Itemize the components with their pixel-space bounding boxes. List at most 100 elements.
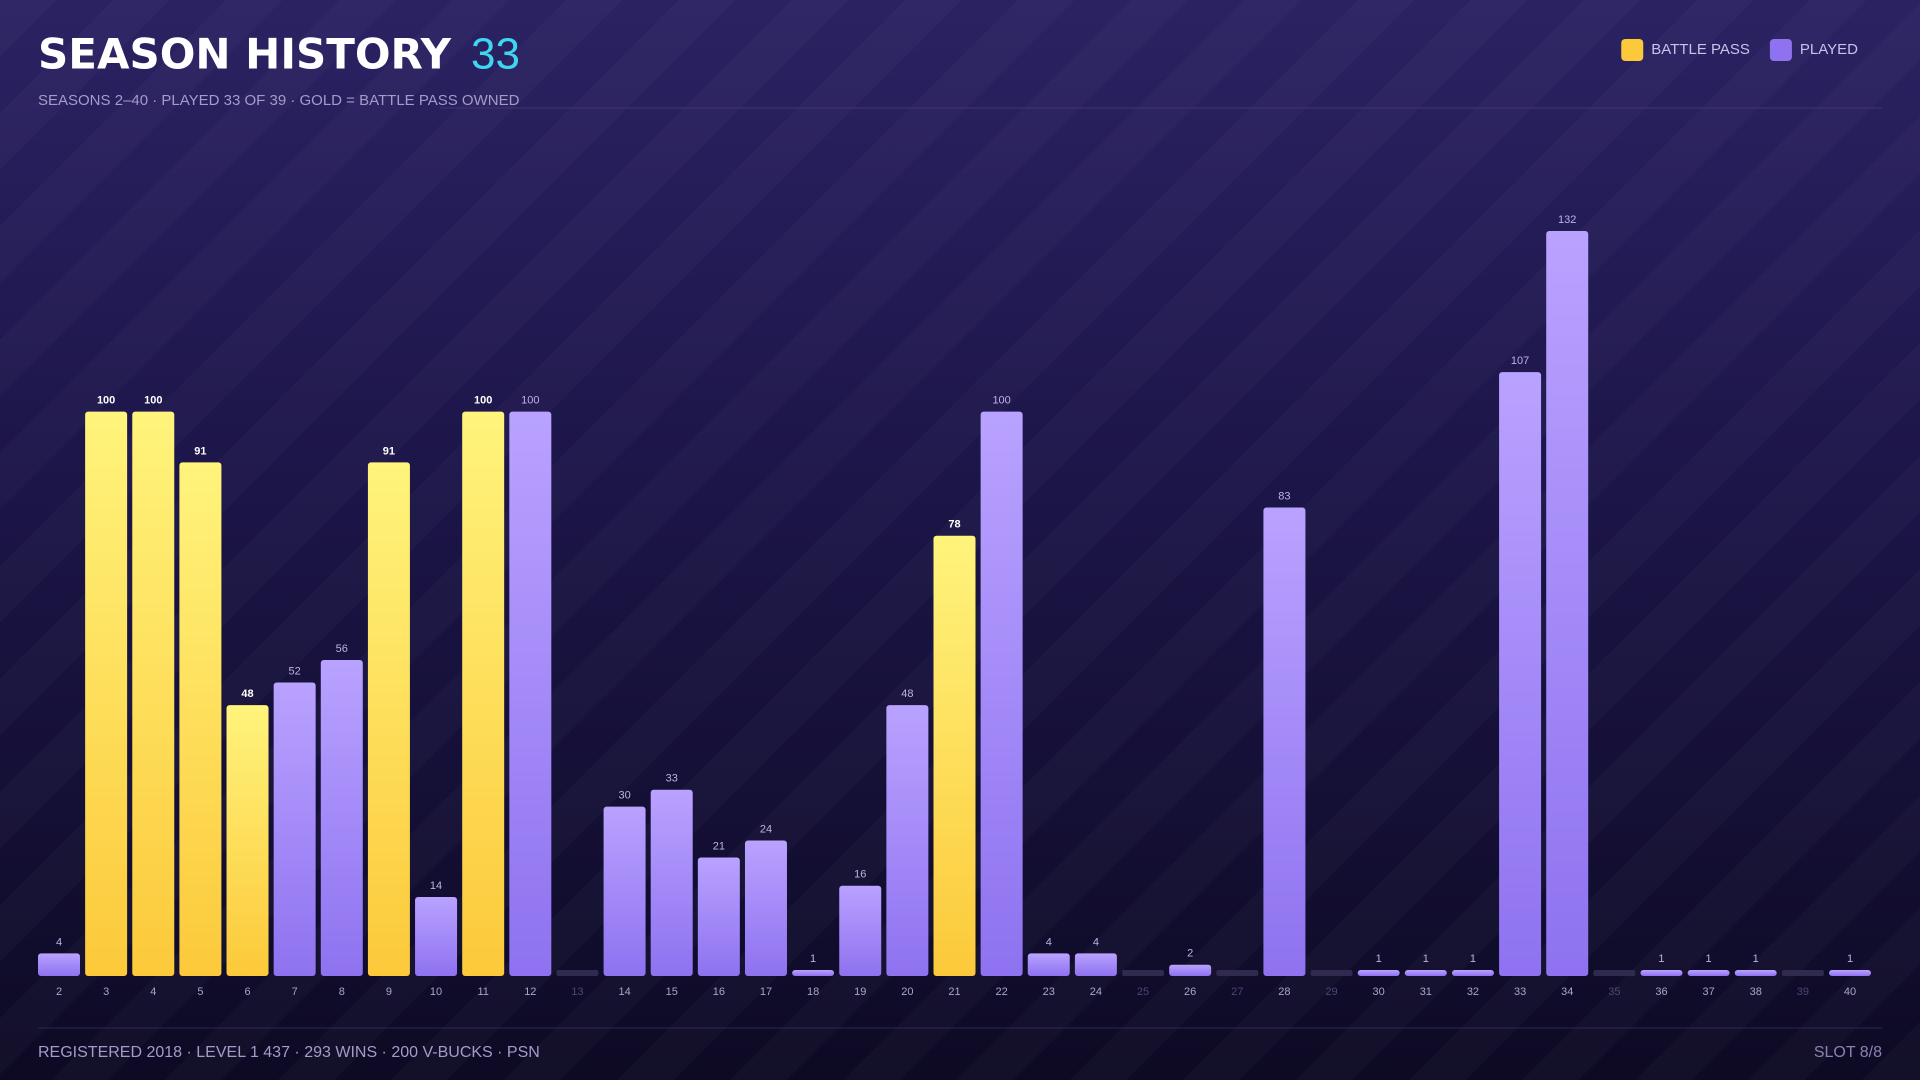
x-tick-label: 30 bbox=[1373, 986, 1385, 998]
legend-label: BATTLE PASS bbox=[1651, 41, 1750, 58]
bar bbox=[1027, 953, 1070, 976]
empty-slot bbox=[1593, 970, 1636, 976]
empty-slot bbox=[1216, 970, 1259, 976]
x-tick-label: 23 bbox=[1043, 986, 1055, 998]
bar bbox=[179, 462, 222, 977]
value-label: 100 bbox=[474, 395, 492, 407]
value-label: 1 bbox=[1470, 953, 1476, 965]
bar bbox=[132, 411, 175, 976]
bar bbox=[85, 411, 128, 976]
bar bbox=[1451, 970, 1494, 976]
value-label: 1 bbox=[1706, 953, 1712, 965]
bar bbox=[509, 411, 552, 976]
value-label: 56 bbox=[336, 643, 348, 655]
empty-slot bbox=[1310, 970, 1353, 976]
value-label: 91 bbox=[194, 445, 206, 457]
x-tick-label: 36 bbox=[1655, 986, 1667, 998]
bar bbox=[1074, 953, 1117, 976]
x-tick-label: 26 bbox=[1184, 986, 1196, 998]
footer-slot: SLOT 8/8 bbox=[1814, 1044, 1882, 1061]
bar bbox=[650, 789, 693, 976]
value-label: 52 bbox=[289, 665, 301, 677]
x-tick-label: 15 bbox=[666, 986, 678, 998]
bar bbox=[38, 953, 80, 976]
bar bbox=[839, 885, 882, 976]
empty-slot bbox=[556, 970, 599, 976]
value-label: 100 bbox=[97, 395, 115, 407]
value-label: 91 bbox=[383, 445, 395, 457]
title-count: 33 bbox=[471, 30, 520, 79]
x-tick-label: 8 bbox=[339, 986, 345, 998]
bar bbox=[1546, 231, 1589, 976]
value-label: 100 bbox=[144, 395, 162, 407]
x-tick-label: 40 bbox=[1844, 986, 1856, 998]
bar bbox=[886, 705, 929, 976]
x-tick-label: 37 bbox=[1702, 986, 1714, 998]
x-tick-label: 4 bbox=[150, 986, 156, 998]
bar bbox=[603, 806, 646, 976]
bar bbox=[226, 705, 269, 976]
bar bbox=[933, 535, 976, 976]
value-label: 16 bbox=[854, 869, 866, 881]
x-tick-label: 35 bbox=[1608, 986, 1620, 998]
x-tick-label: 21 bbox=[948, 986, 960, 998]
bar bbox=[367, 462, 410, 977]
bar bbox=[1263, 507, 1306, 976]
value-label: 1 bbox=[1658, 953, 1664, 965]
value-label: 4 bbox=[1093, 936, 1099, 948]
subtitle: SEASONS 2–40 · PLAYED 33 OF 39 · GOLD = … bbox=[38, 92, 520, 109]
x-tick-label: 9 bbox=[386, 986, 392, 998]
x-tick-label: 6 bbox=[244, 986, 250, 998]
x-tick-label: 20 bbox=[901, 986, 913, 998]
chart-title: SEASON HISTORY bbox=[38, 30, 452, 79]
value-label: 14 bbox=[430, 880, 442, 892]
bar bbox=[1499, 372, 1542, 976]
x-tick-label: 31 bbox=[1420, 986, 1432, 998]
value-label: 48 bbox=[901, 688, 913, 700]
x-tick-label: 39 bbox=[1797, 986, 1809, 998]
x-tick-label: 10 bbox=[430, 986, 442, 998]
bar bbox=[415, 896, 458, 976]
value-label: 1 bbox=[1376, 953, 1382, 965]
x-tick-label: 27 bbox=[1231, 986, 1243, 998]
value-label: 1 bbox=[1847, 953, 1853, 965]
bar bbox=[1169, 964, 1212, 976]
x-tick-label: 34 bbox=[1561, 986, 1573, 998]
x-tick-label: 16 bbox=[713, 986, 725, 998]
empty-slot bbox=[1781, 970, 1824, 976]
value-label: 132 bbox=[1558, 214, 1576, 226]
legend-swatch bbox=[1621, 39, 1644, 61]
x-tick-label: 12 bbox=[524, 986, 536, 998]
value-label: 100 bbox=[521, 395, 539, 407]
bar bbox=[1734, 970, 1777, 976]
x-tick-label: 2 bbox=[56, 986, 62, 998]
bar bbox=[1404, 970, 1447, 976]
value-label: 4 bbox=[1046, 936, 1052, 948]
value-label: 4 bbox=[56, 936, 62, 948]
x-tick-label: 28 bbox=[1278, 986, 1290, 998]
bar bbox=[1357, 970, 1400, 976]
x-tick-label: 22 bbox=[996, 986, 1008, 998]
x-tick-label: 14 bbox=[618, 986, 630, 998]
x-tick-label: 24 bbox=[1090, 986, 1102, 998]
x-tick-label: 25 bbox=[1137, 986, 1149, 998]
bar bbox=[462, 411, 505, 976]
bar bbox=[792, 970, 835, 976]
x-tick-label: 3 bbox=[103, 986, 109, 998]
x-tick-label: 17 bbox=[760, 986, 772, 998]
x-tick-label: 13 bbox=[571, 986, 583, 998]
value-label: 1 bbox=[1423, 953, 1429, 965]
value-label: 83 bbox=[1278, 490, 1290, 502]
x-tick-label: 11 bbox=[477, 986, 488, 998]
value-label: 33 bbox=[666, 773, 678, 785]
empty-slot bbox=[1122, 970, 1165, 976]
bar bbox=[744, 840, 787, 976]
bar bbox=[697, 857, 740, 976]
x-tick-label: 5 bbox=[197, 986, 203, 998]
value-label: 21 bbox=[713, 840, 725, 852]
value-label: 1 bbox=[810, 953, 816, 965]
bar bbox=[1687, 970, 1730, 976]
x-tick-label: 38 bbox=[1750, 986, 1762, 998]
